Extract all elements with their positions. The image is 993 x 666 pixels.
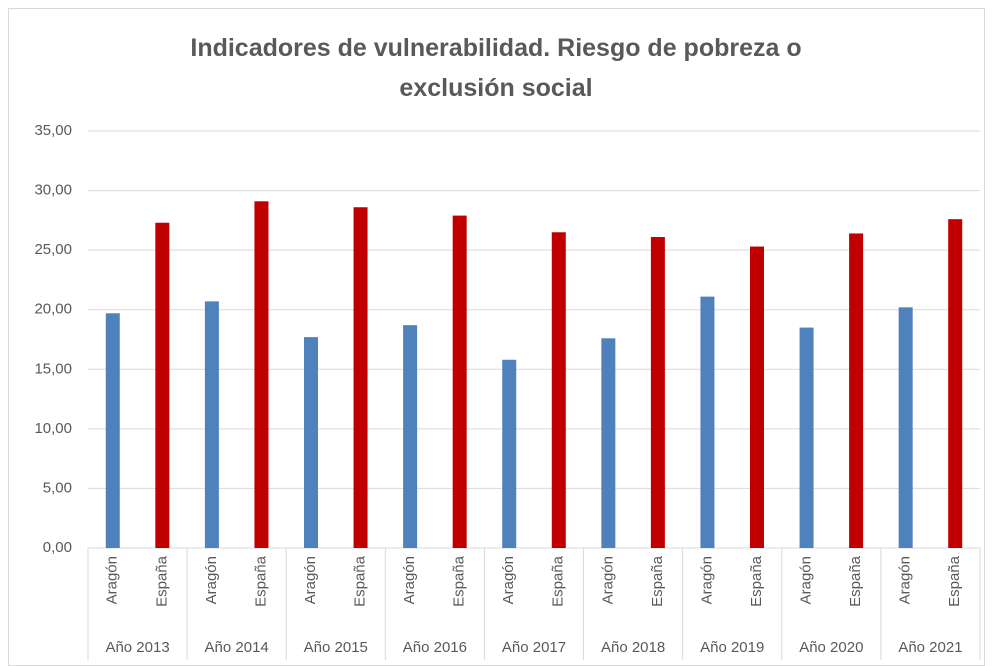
x-subcategory-label: España: [352, 555, 369, 607]
bar: [155, 222, 170, 549]
bar: [304, 337, 318, 548]
y-tick-label: 35,00: [34, 122, 72, 139]
bar: [204, 301, 219, 548]
x-subcategory-label: Aragón: [897, 556, 914, 604]
y-tick-label: 15,00: [34, 360, 72, 377]
bar: [898, 307, 913, 548]
bar: [353, 207, 368, 548]
x-group-label: Año 2013: [105, 639, 169, 656]
x-subcategory-label: Aragón: [401, 556, 418, 604]
x-subcategory-label: España: [252, 555, 269, 607]
x-subcategory-label: España: [748, 555, 765, 607]
x-group-label: Año 2019: [700, 639, 764, 656]
bar: [601, 338, 616, 548]
x-subcategory-label: España: [153, 555, 170, 607]
x-subcategory-label: España: [847, 555, 864, 607]
x-subcategory-label: Aragón: [698, 556, 715, 604]
bar: [452, 215, 467, 548]
y-tick-label: 0,00: [43, 539, 72, 556]
x-subcategory-label: Aragón: [203, 556, 220, 604]
bar: [650, 237, 665, 548]
x-group-label: Año 2021: [898, 639, 962, 656]
y-tick-label: 25,00: [34, 241, 72, 258]
x-subcategory-label: Aragón: [302, 556, 319, 604]
y-tick-label: 20,00: [34, 301, 72, 318]
bar: [254, 201, 269, 548]
y-tick-label: 30,00: [34, 182, 72, 199]
x-group-label: Año 2015: [304, 639, 368, 656]
bar: [750, 246, 764, 548]
x-subcategory-label: España: [451, 555, 468, 607]
x-subcategory-label: España: [550, 555, 567, 607]
y-tick-label: 10,00: [34, 420, 72, 437]
x-subcategory-label: Aragón: [500, 556, 517, 604]
bar: [700, 296, 715, 548]
x-group-label: Año 2020: [799, 639, 863, 656]
x-group-label: Año 2016: [403, 639, 467, 656]
x-subcategory-label: Aragón: [798, 556, 815, 604]
x-subcategory-label: Aragón: [104, 556, 121, 604]
bar: [849, 233, 864, 548]
x-group-label: Año 2018: [601, 639, 665, 656]
x-subcategory-label: España: [649, 555, 666, 607]
chart-title: Indicadores de vulnerabilidad. Riesgo de…: [190, 34, 802, 102]
bar: [105, 313, 120, 548]
bar: [948, 219, 963, 548]
x-group-label: Año 2014: [205, 639, 269, 656]
x-subcategory-label: Aragón: [599, 556, 616, 604]
bar: [502, 359, 517, 548]
bar: [403, 325, 418, 548]
bar: [799, 327, 814, 548]
y-tick-label: 5,00: [43, 479, 72, 496]
x-group-label: Año 2017: [502, 639, 566, 656]
x-subcategory-label: España: [946, 555, 963, 607]
bar: [551, 232, 566, 548]
